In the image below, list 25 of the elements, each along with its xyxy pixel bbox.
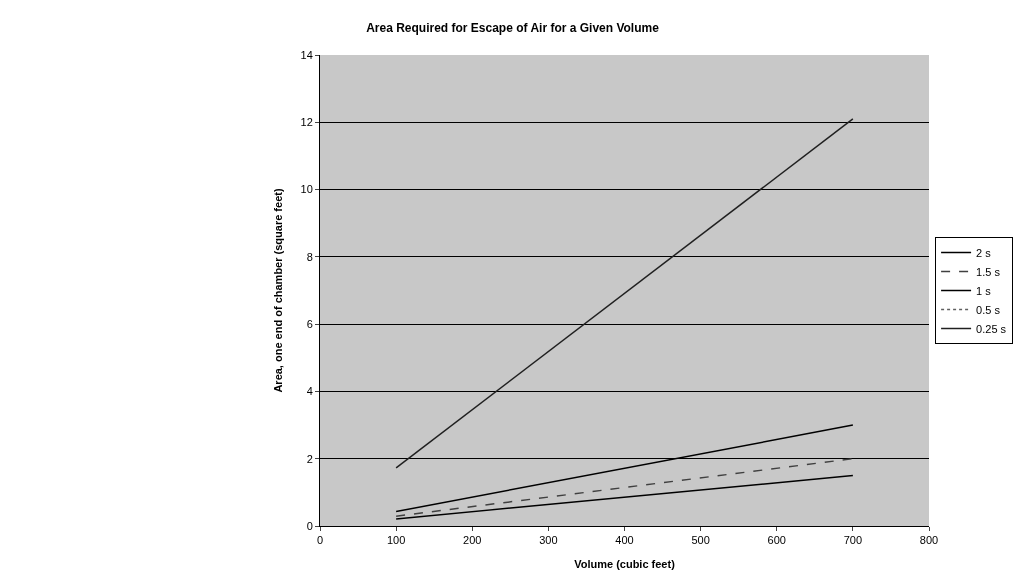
x-tick-label: 100 [386,534,406,547]
y-tick-label: 4 [306,385,313,398]
chart-title: Area Required for Escape of Air for a Given Volume [366,20,660,35]
x-tick-label: 200 [463,534,482,547]
x-tick-label: 700 [843,534,863,547]
y-tick-label: 10 [300,183,313,196]
x-tick-label: 400 [615,534,634,547]
x-axis-title: Volume (cubic feet) [574,558,676,571]
y-tick-label: 6 [306,317,313,330]
legend-label: 0.5 s [976,303,1001,316]
y-axis-title: Area, one end of chamber (square feet) [272,188,285,393]
x-tick-label: 600 [767,534,786,547]
x-tick-label: 800 [919,534,939,547]
legend-label: 1.5 s [976,265,1001,278]
x-tick-label: 300 [539,534,558,547]
legend-label: 1 s [976,284,992,297]
x-tick-label: 500 [691,534,710,547]
legend-label: 2 s [976,246,992,259]
y-tick-label: 0 [306,519,313,532]
y-tick-label: 8 [306,250,313,263]
y-tick-label: 14 [300,48,313,61]
x-tick-label: 0 [316,534,324,547]
y-tick-label: 2 [306,452,313,465]
legend-label: 0.25 s [976,322,1007,335]
y-tick-label: 12 [300,116,313,129]
